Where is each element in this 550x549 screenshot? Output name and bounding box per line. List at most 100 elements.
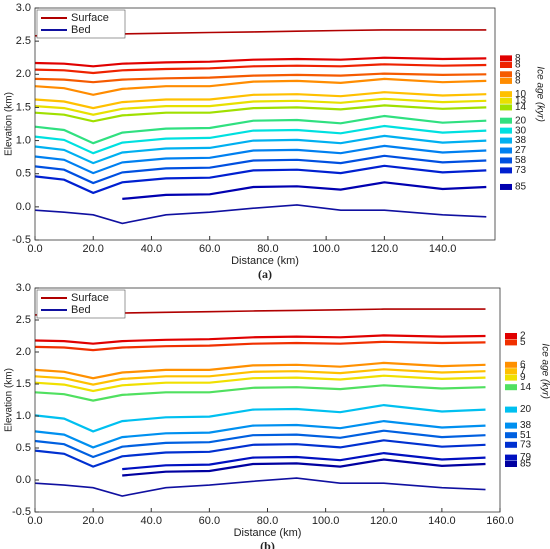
y-tick-label: 0.0 [16,474,31,486]
isochrone [34,419,486,449]
colorbar-label: 14 [520,382,532,393]
y-tick-label: 2.0 [16,346,31,358]
isochrone [34,374,486,393]
colorbar-swatch [500,77,512,84]
x-tick-label: 20.0 [83,243,104,255]
colorbar-swatch [505,339,517,346]
x-tick-label: 100.0 [312,515,340,527]
colorbar-label: 85 [515,182,527,193]
colorbar-label: 85 [520,459,532,470]
axes-box [34,287,501,513]
colorbar-swatch [500,91,512,98]
plot [34,308,486,497]
isochrone [34,104,487,123]
colorbar-label: 10 [515,89,527,100]
isochrone [34,114,487,145]
isochrone [122,458,486,477]
colorbar-label: 2 [520,331,526,342]
y-axis-title: Elevation (km) [4,368,15,432]
colorbar-title: Ice age (kyr) [539,343,550,399]
colorbar-label: 38 [515,135,527,146]
colorbar-swatch [505,333,517,339]
colorbar-swatch [505,461,517,467]
legend-box [36,9,126,39]
y-tick-label: 1.5 [16,101,31,113]
colorbar-swatch [500,127,512,134]
colorbar-swatch [505,384,517,391]
colorbar-swatch [505,374,517,381]
isochrone [34,403,486,433]
x-tick-label: 120.0 [370,515,398,527]
colorbar-swatch [500,55,512,62]
legend-label: Surface [71,292,109,304]
colorbar-label: 73 [515,165,527,176]
legend-label: Bed [71,304,91,316]
isochrone [122,181,487,200]
colorbar-swatch [505,454,517,461]
y-tick-label: 1.0 [16,134,31,146]
colorbar-swatch [500,137,512,144]
series-line [34,477,486,497]
colorbar-label: 8 [515,60,521,71]
isochrone [34,334,486,345]
colorbar-swatch [505,361,517,368]
y-tick-label: 0.0 [16,201,31,213]
colorbar-label: 9 [520,372,526,383]
isochrone [34,164,487,195]
x-tick-label: 160.0 [486,515,514,527]
colorbar-label: 8 [515,53,521,64]
colorbar-label: 27 [515,145,527,156]
colorbar-label: 30 [515,125,527,136]
colorbar-label: 5 [520,337,526,348]
colorbar-swatch [505,406,517,413]
colorbar-label: 51 [520,430,532,441]
colorbar-swatch [500,147,512,154]
legend-label: Bed [71,24,91,36]
x-tick-label: 80.0 [257,243,278,255]
legend-box [36,289,126,319]
colorbar-swatch [500,62,512,69]
colorbar-swatch [505,422,517,429]
colorbar-swatch [500,183,512,190]
y-tick-label: 1.5 [16,378,31,390]
colorbar-swatch [505,432,517,439]
y-tick-label: 3.0 [16,2,31,14]
colorbar-label: 6 [520,359,526,370]
y-tick-label: 2.5 [16,314,31,326]
colorbar-label: 13 [515,95,527,106]
isochrone [34,368,486,386]
isochrone [34,361,486,380]
isochrone [34,56,487,68]
isochrone [34,97,487,116]
x-tick-label: 0.0 [27,243,42,255]
legend-label: Surface [71,12,109,24]
y-tick-label: -0.5 [12,506,31,518]
y-tick-label: -0.5 [12,234,31,246]
isochrone [34,144,487,175]
x-axis-title: Distance (km) [231,255,299,267]
y-axis-title: Elevation (km) [4,92,15,156]
x-tick-label: 40.0 [141,243,162,255]
colorbar-swatch [500,71,512,78]
colorbar-label: 6 [515,69,521,80]
y-tick-label: 3.0 [16,282,31,294]
colorbar-swatch [500,167,512,174]
x-tick-label: 20.0 [82,515,103,527]
x-tick-label: 140.0 [429,243,457,255]
isochrone [34,340,486,352]
colorbar-label: 8 [515,76,521,87]
isochrone [34,124,487,155]
axes-box [34,7,496,241]
colorbar-label: 79 [520,452,532,463]
x-tick-label: 60.0 [199,243,220,255]
isochrone [34,429,486,459]
colorbar-label: 7 [520,366,526,377]
panel-label: (a) [258,267,272,281]
x-tick-label: 80.0 [257,515,278,527]
colorbar-label: 20 [515,115,527,126]
x-tick-label: 60.0 [199,515,220,527]
series-line [34,204,487,225]
isochrone [34,72,487,84]
colorbar-label: 20 [520,404,532,415]
colorbar-label: 58 [515,155,527,166]
